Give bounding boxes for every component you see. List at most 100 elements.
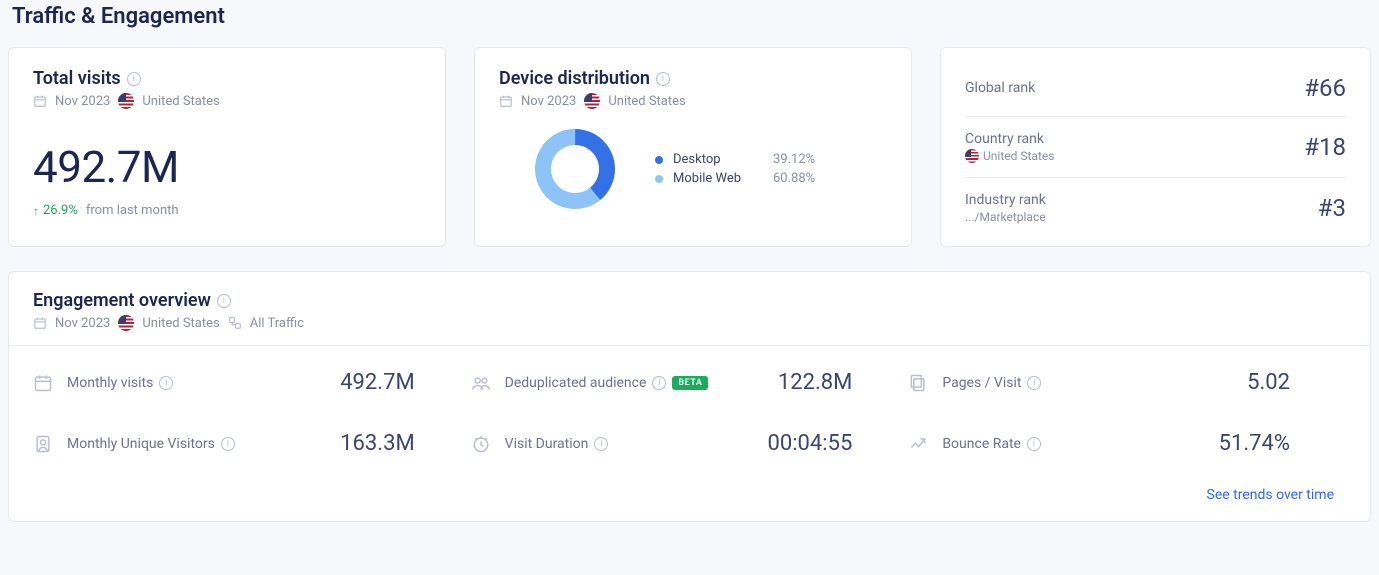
device-legend: Desktop 39.12% Mobile Web60.88% [655, 148, 815, 190]
rank-left: Industry rank .../Marketplace [965, 192, 1046, 224]
info-icon[interactable]: i [656, 72, 670, 86]
metric-left: Deduplicated audience i BETA [471, 373, 709, 393]
legend-dot-icon [655, 175, 663, 183]
engagement-traffic-filter: All Traffic [250, 316, 304, 331]
total-visits-date: Nov 2023 [55, 94, 110, 109]
users-icon [471, 373, 491, 393]
metric-value: 00:04:55 [767, 431, 852, 456]
engagement-card: Engagement overview i Nov 2023 United St… [8, 271, 1371, 522]
metric: Pages / Visit i 5.02 [908, 370, 1346, 395]
device-distribution-card: Device distribution i Nov 2023 United St… [474, 47, 912, 247]
calendar-icon [33, 94, 47, 108]
engagement-metrics-grid: Monthly visits i 492.7M Deduplicated audien… [9, 345, 1370, 466]
rank-left: Global rank [965, 80, 1035, 96]
metric-label: Bounce Ratei [942, 436, 1041, 452]
legend-row: Desktop 39.12% [655, 152, 815, 167]
metric: Monthly visits i 492.7M [33, 370, 471, 395]
top-cards-row: Total visits i Nov 2023 United States 49… [8, 47, 1371, 247]
device-distribution-date: Nov 2023 [521, 94, 576, 109]
rank-left: Country rank United States [965, 131, 1054, 163]
engagement-date: Nov 2023 [55, 316, 110, 331]
metric-label-text: Pages / Visit [942, 375, 1021, 391]
metric-value: 51.74% [1219, 431, 1290, 456]
us-flag-icon [118, 315, 134, 331]
donut-chart [535, 129, 615, 209]
engagement-header: Engagement overview i Nov 2023 United St… [9, 272, 1370, 345]
bounce-icon [908, 434, 928, 454]
metric-left: Visit Duration i [471, 434, 609, 454]
total-visits-value: 492.7M [33, 141, 421, 193]
info-icon[interactable]: i [159, 376, 173, 390]
metric: Bounce Ratei 51.74% [908, 431, 1346, 456]
see-trends-link[interactable]: See trends over time [1207, 487, 1334, 503]
metric-label: Monthly visits i [67, 375, 173, 391]
metric-label-text: Visit Duration [505, 436, 589, 452]
metric: Deduplicated audience i BETA 122.8M [471, 370, 909, 395]
engagement-title: Engagement overview i [33, 290, 1346, 311]
rank-sub-text: .../Marketplace [965, 210, 1046, 224]
metric: Visit Duration i 00:04:55 [471, 431, 909, 456]
total-visits-card: Total visits i Nov 2023 United States 49… [8, 47, 446, 247]
calendar-icon [33, 373, 53, 393]
engagement-title-text: Engagement overview [33, 290, 211, 311]
user-icon [33, 434, 53, 454]
info-icon[interactable]: i [221, 437, 235, 451]
metric-label: Monthly Unique Visitors i [67, 436, 235, 452]
metric-label: Pages / Visit i [942, 375, 1041, 391]
calendar-icon [33, 316, 47, 330]
info-icon[interactable]: i [217, 294, 231, 308]
rank-label: Country rank [965, 131, 1054, 147]
rank-row: Global rank #66 [965, 60, 1346, 117]
rank-value: #18 [1304, 133, 1346, 161]
metric-left: Monthly visits i [33, 373, 173, 393]
beta-badge: BETA [672, 376, 708, 390]
engagement-country: United States [142, 316, 219, 331]
total-visits-title: Total visits i [33, 68, 421, 89]
rank-sub: .../Marketplace [965, 210, 1046, 224]
info-icon[interactable]: i [652, 376, 666, 390]
total-visits-change-label: from last month [86, 203, 179, 218]
legend-row: Mobile Web60.88% [655, 171, 815, 186]
arrow-up-icon: ↑ [33, 204, 39, 218]
page-title: Traffic & Engagement [12, 4, 1371, 29]
rank-row: Country rank United States #18 [965, 117, 1346, 178]
rank-label: Industry rank [965, 192, 1046, 208]
device-distribution-meta: Nov 2023 United States [499, 93, 887, 109]
engagement-footer: See trends over time [9, 466, 1370, 521]
device-distribution-body: Desktop 39.12% Mobile Web60.88% [499, 129, 887, 209]
metric-label: Visit Duration i [505, 436, 609, 452]
legend-value: 60.88% [773, 171, 815, 186]
rank-row: Industry rank .../Marketplace #3 [965, 178, 1346, 238]
legend-dot-icon [655, 156, 663, 164]
total-visits-country: United States [142, 94, 219, 109]
total-visits-change-pct: 26.9% [43, 203, 78, 218]
legend-label: Desktop [673, 152, 763, 167]
device-distribution-country: United States [608, 94, 685, 109]
us-flag-icon [965, 149, 979, 163]
us-flag-icon [584, 93, 600, 109]
rank-label: Global rank [965, 80, 1035, 96]
total-visits-meta: Nov 2023 United States [33, 93, 421, 109]
metric-left: Bounce Ratei [908, 434, 1041, 454]
metric-value: 492.7M [340, 370, 414, 395]
metric-value: 163.3M [340, 431, 414, 456]
info-icon[interactable]: i [1027, 376, 1041, 390]
rank-sub: United States [965, 149, 1054, 163]
metric-value: 122.8M [778, 370, 852, 395]
total-visits-change: ↑ 26.9% from last month [33, 203, 421, 218]
rank-value: #66 [1304, 74, 1346, 102]
metric-label-text: Monthly Unique Visitors [67, 436, 215, 452]
metric-label-text: Monthly visits [67, 375, 153, 391]
metric: Monthly Unique Visitors i 163.3M [33, 431, 471, 456]
total-visits-title-text: Total visits [33, 68, 121, 89]
metric-label: Deduplicated audience i BETA [505, 375, 709, 391]
info-icon[interactable]: i [1027, 437, 1041, 451]
calendar-icon [499, 94, 513, 108]
info-icon[interactable]: i [127, 72, 141, 86]
metric-label-text: Deduplicated audience [505, 375, 647, 391]
metric-value: 5.02 [1247, 370, 1290, 395]
legend-value: 39.12% [773, 152, 815, 167]
engagement-meta: Nov 2023 United States All Traffic [33, 315, 1346, 331]
rank-value: #3 [1318, 194, 1346, 222]
info-icon[interactable]: i [594, 437, 608, 451]
